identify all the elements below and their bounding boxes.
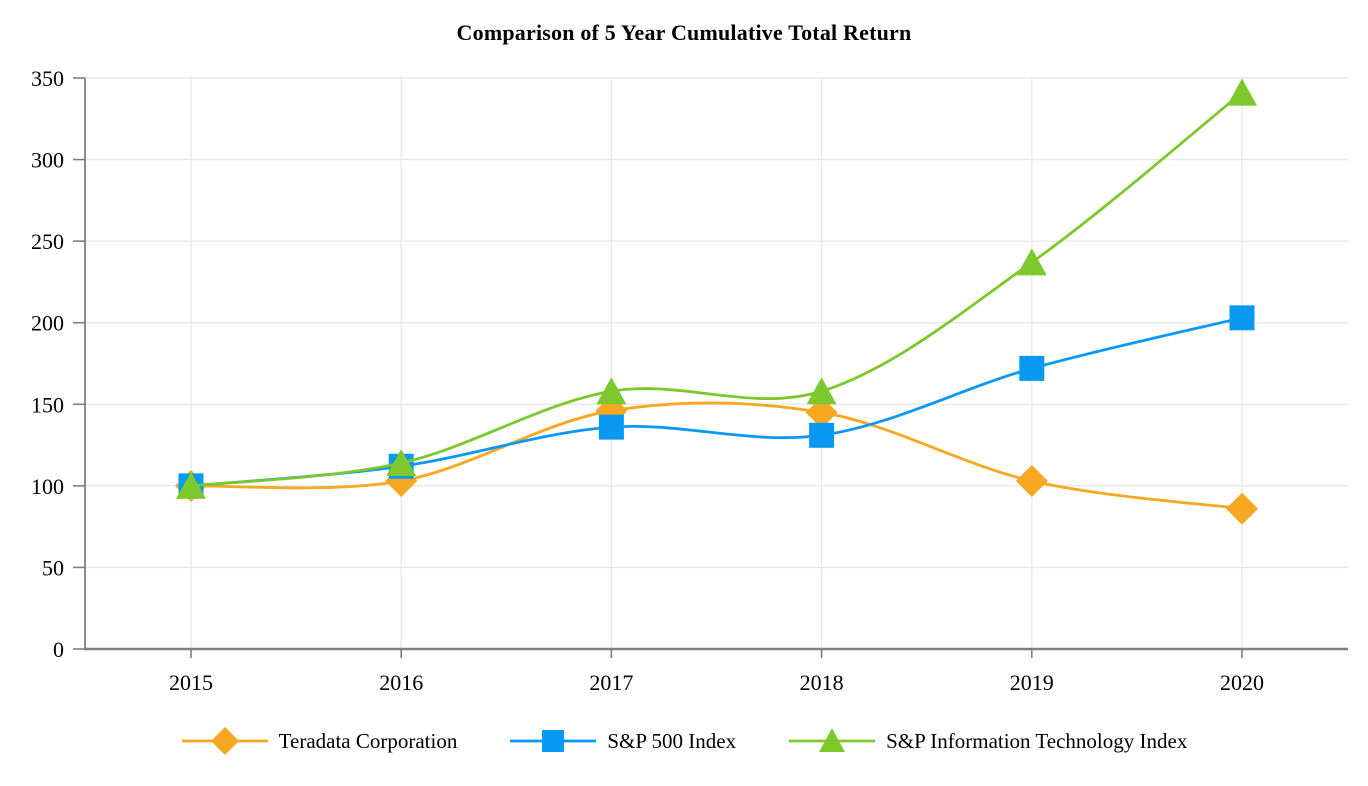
square-icon bbox=[542, 730, 565, 752]
legend-item-spit: S&P Information Technology Index bbox=[788, 724, 1187, 758]
teradata-diamond-icon bbox=[181, 724, 269, 758]
series-1-square-marker bbox=[1229, 305, 1255, 331]
x-tick-label: 2016 bbox=[379, 670, 423, 695]
legend-label-sp500: S&P 500 Index bbox=[607, 728, 737, 753]
y-tick-label: 100 bbox=[31, 474, 64, 499]
y-tick-label: 0 bbox=[53, 637, 64, 662]
series-0-diamond-marker bbox=[1226, 492, 1258, 525]
x-tick-label: 2017 bbox=[589, 670, 633, 695]
series-1-square-marker bbox=[1019, 355, 1045, 381]
x-tick-label: 2020 bbox=[1220, 670, 1264, 695]
series-2-triangle-marker bbox=[806, 377, 837, 405]
y-tick-label: 300 bbox=[31, 148, 64, 173]
series-2-triangle-marker bbox=[1227, 78, 1257, 106]
series-2-triangle-marker bbox=[1016, 248, 1047, 276]
sp500-square-icon bbox=[509, 724, 597, 758]
series-line-2 bbox=[190, 91, 1243, 488]
y-tick-label: 50 bbox=[42, 555, 64, 580]
chart-legend: Teradata Corporation S&P 500 Index S&P I… bbox=[0, 724, 1368, 758]
legend-item-sp500: S&P 500 Index bbox=[509, 724, 736, 758]
sp-info-tech-triangle-icon bbox=[788, 724, 876, 758]
series-1-square-marker bbox=[598, 414, 624, 440]
series-0-diamond-marker bbox=[805, 396, 838, 429]
x-tick-label: 2015 bbox=[169, 670, 213, 695]
y-tick-label: 200 bbox=[31, 311, 64, 336]
series-2-triangle-marker bbox=[386, 449, 417, 477]
series-0-diamond-marker bbox=[1015, 464, 1048, 497]
diamond-icon bbox=[210, 727, 239, 755]
x-tick-label: 2019 bbox=[1010, 670, 1054, 695]
triangle-icon bbox=[819, 728, 846, 752]
y-tick-label: 150 bbox=[31, 392, 64, 417]
square-legend-swatch bbox=[510, 730, 597, 752]
legend-item-teradata: Teradata Corporation bbox=[181, 724, 458, 758]
total-return-line-chart: 2015 2016 2017 2018 2019 2020 0 50 100 150 200 250 3… bbox=[31, 66, 1348, 695]
series-2-triangle-marker bbox=[176, 471, 206, 499]
legend-label-spit: S&P Information Technology Index bbox=[886, 728, 1188, 753]
diamond-legend-swatch bbox=[181, 727, 268, 755]
series-2-triangle-marker bbox=[596, 377, 627, 405]
series-line-1 bbox=[190, 316, 1243, 488]
x-tick-label: 2018 bbox=[800, 670, 844, 695]
chart-title: Comparison of 5 Year Cumulative Total Re… bbox=[456, 20, 912, 45]
y-tick-label: 250 bbox=[31, 229, 64, 254]
y-tick-label: 350 bbox=[31, 66, 64, 91]
triangle-legend-swatch bbox=[789, 728, 876, 752]
series-line-0 bbox=[190, 401, 1243, 511]
legend-label-teradata: Teradata Corporation bbox=[278, 728, 458, 753]
series-1-square-marker bbox=[809, 422, 835, 448]
